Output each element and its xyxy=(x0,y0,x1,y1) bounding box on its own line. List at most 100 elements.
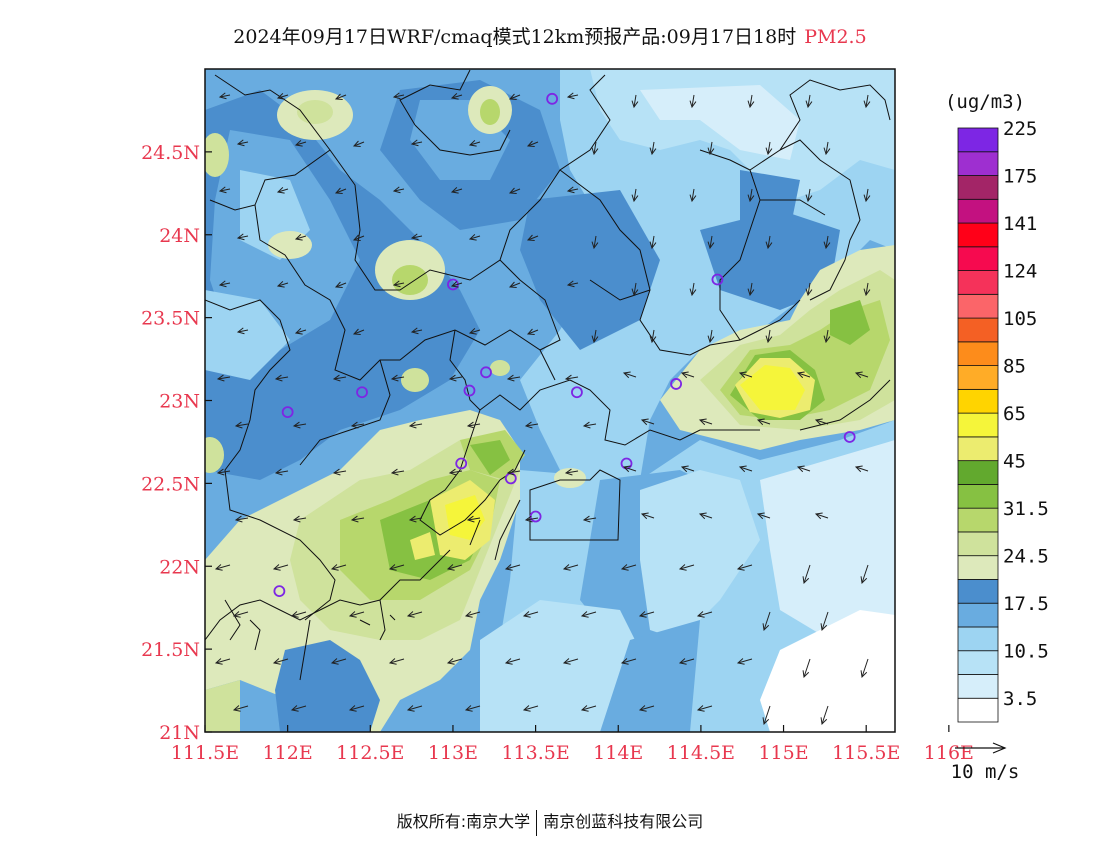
wind-arrow xyxy=(860,658,869,679)
wind-arrow xyxy=(234,515,249,523)
wind-arrow xyxy=(446,564,463,571)
wind-arrow xyxy=(504,658,521,665)
wind-arrow xyxy=(696,611,713,618)
wind-arrow xyxy=(508,187,521,195)
y-axis: 21N 21.5N 22N 22.5N 23N 23.5N 24N 24.5N xyxy=(141,142,212,744)
colorbar-swatch xyxy=(957,317,999,343)
colorbar-swatch xyxy=(957,650,999,675)
y-tick-label: 24.5N xyxy=(141,142,200,164)
wind-arrow xyxy=(524,421,539,429)
wind-arrow xyxy=(863,282,871,297)
wind-arrow xyxy=(450,93,463,100)
wind-arrow xyxy=(762,611,771,632)
colorbar-swatch xyxy=(957,246,999,271)
wind-arrow xyxy=(334,187,347,195)
wind-arrow xyxy=(564,374,579,382)
wind-arrow xyxy=(352,234,365,242)
wind-arrow xyxy=(756,418,771,426)
wind-arrow xyxy=(526,234,539,242)
wind-arrow xyxy=(294,328,307,335)
wind-arrow xyxy=(564,468,579,476)
colorbar-label: 105 xyxy=(1003,308,1037,330)
colorbar-swatch xyxy=(957,127,999,153)
wind-arrow xyxy=(524,515,539,523)
wind-arrow xyxy=(408,421,423,429)
wind-arrow xyxy=(640,418,655,426)
wind-arrow xyxy=(272,658,289,665)
wind-arrow xyxy=(392,186,405,194)
wind-arrow xyxy=(234,421,249,429)
wind-arrow xyxy=(678,564,695,571)
wind-arrow xyxy=(765,235,773,250)
y-tick-label: 21.5N xyxy=(141,639,200,661)
wind-arrow xyxy=(466,421,481,429)
wind-arrow xyxy=(236,233,249,241)
wind-arrow xyxy=(566,280,579,288)
colorbar-swatch xyxy=(957,507,999,533)
wind-arrow xyxy=(216,468,231,476)
wind-arrow xyxy=(468,140,481,147)
wind-arrow xyxy=(805,94,813,109)
colorbar-label: 65 xyxy=(1003,403,1026,425)
wind-arrow xyxy=(410,327,423,335)
wind-arrow xyxy=(448,374,463,382)
wind-arrow xyxy=(582,421,597,429)
wind-arrow xyxy=(526,328,539,336)
wind-arrow xyxy=(591,235,599,250)
colorbar-swatch xyxy=(957,602,999,628)
wind-arrow xyxy=(622,371,637,379)
colorbar-swatch xyxy=(957,531,999,557)
wind-arrow xyxy=(216,374,231,382)
y-tick-label: 23N xyxy=(159,391,200,413)
wind-arrow xyxy=(762,705,771,726)
wind-arrow xyxy=(649,235,657,250)
boundary-lines xyxy=(205,69,891,681)
colorbar-label: 45 xyxy=(1003,451,1026,473)
wind-arrow xyxy=(276,187,289,194)
wind-arrow xyxy=(580,705,597,712)
wind-arrow xyxy=(638,611,655,618)
wind-arrow xyxy=(814,512,829,520)
wind-arrow xyxy=(620,658,637,665)
x-tick-label: 115E xyxy=(758,742,808,764)
wind-arrow xyxy=(408,515,423,523)
wind-arrow xyxy=(352,140,365,148)
wind-arrow xyxy=(276,281,289,288)
wind-arrow xyxy=(214,658,231,665)
wind-arrow xyxy=(390,468,405,476)
wind-scale-legend: 10 m/s xyxy=(951,742,1019,783)
title-main: 2024年09月17日WRF/cmaq模式12km预报产品:09月17日18时 xyxy=(233,26,797,48)
colorbar-swatch xyxy=(957,555,999,580)
wind-arrow xyxy=(823,141,831,156)
wind-arrow xyxy=(620,564,637,571)
station-marker xyxy=(455,457,468,470)
wind-arrow xyxy=(232,611,249,618)
wind-arrow xyxy=(680,371,695,379)
wind-arrow xyxy=(582,515,597,523)
y-tick-label: 23.5N xyxy=(141,308,200,330)
wind-arrow xyxy=(388,658,405,665)
wind-arrow xyxy=(334,281,347,289)
map-title: 2024年09月17日WRF/cmaq模式12km预报产品:09月17日18时 P… xyxy=(0,22,1100,49)
colorbar-swatch xyxy=(957,436,999,462)
wind-arrow xyxy=(232,705,249,712)
colorbar-swatch xyxy=(957,460,999,485)
wind-arrow xyxy=(631,188,639,203)
wind-arrow xyxy=(649,329,657,344)
station-marker xyxy=(571,386,583,399)
wind-arrow xyxy=(640,512,655,520)
station-markers xyxy=(273,92,856,598)
x-tick-label: 112.5E xyxy=(336,742,404,764)
station-marker xyxy=(620,457,633,470)
wind-arrow xyxy=(410,233,423,241)
wind-arrow xyxy=(820,611,829,632)
colorbar-swatch xyxy=(957,222,999,248)
wind-arrow xyxy=(738,465,753,473)
wind-arrow xyxy=(218,186,231,194)
wind-arrow xyxy=(566,92,579,100)
colorbar-swatch xyxy=(957,198,999,224)
colorbar-label: 24.5 xyxy=(1003,546,1049,568)
wind-arrow xyxy=(388,564,405,571)
wind-arrow xyxy=(466,515,481,523)
wind-vectors xyxy=(214,92,871,726)
